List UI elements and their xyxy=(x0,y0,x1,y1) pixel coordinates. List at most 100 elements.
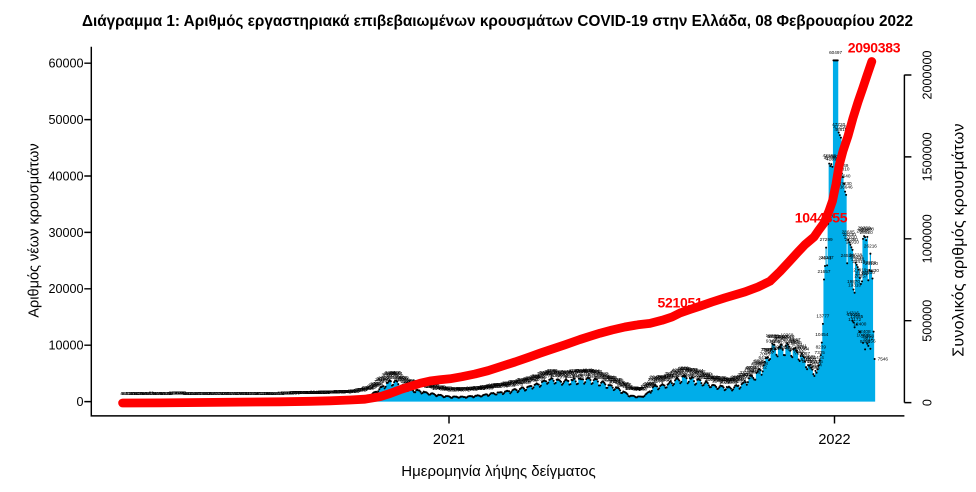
svg-text:24: 24 xyxy=(233,391,239,396)
svg-text:9872: 9872 xyxy=(863,336,874,341)
svg-text:3017: 3017 xyxy=(564,374,575,379)
svg-text:909: 909 xyxy=(626,386,634,391)
svg-text:8077: 8077 xyxy=(795,346,806,351)
svg-text:4453: 4453 xyxy=(677,366,688,371)
svg-text:1947: 1947 xyxy=(520,380,531,385)
svg-text:3738: 3738 xyxy=(390,370,401,375)
svg-text:Διάγραμμα 1: Αριθμός εργαστηρι: Διάγραμμα 1: Αριθμός εργαστηριακά επιβεβ… xyxy=(82,13,913,30)
svg-text:66: 66 xyxy=(273,391,279,396)
svg-text:208: 208 xyxy=(315,390,323,395)
svg-text:4516: 4516 xyxy=(747,366,758,371)
svg-text:1913: 1913 xyxy=(502,380,513,385)
svg-text:30000: 30000 xyxy=(48,226,83,240)
svg-text:1255: 1255 xyxy=(640,384,651,389)
svg-text:25: 25 xyxy=(243,391,249,396)
svg-text:44: 44 xyxy=(188,391,194,396)
svg-text:9567: 9567 xyxy=(790,337,801,342)
svg-text:275: 275 xyxy=(318,390,326,395)
svg-text:0: 0 xyxy=(76,395,83,409)
svg-text:272: 272 xyxy=(319,390,327,395)
svg-text:4069: 4069 xyxy=(574,368,585,373)
svg-text:2622: 2622 xyxy=(380,376,391,381)
svg-text:26: 26 xyxy=(199,391,205,396)
svg-text:18: 18 xyxy=(128,391,134,396)
svg-text:1498: 1498 xyxy=(368,383,379,388)
svg-text:2511: 2511 xyxy=(648,377,658,382)
svg-text:7851: 7851 xyxy=(763,347,774,352)
svg-text:908: 908 xyxy=(634,386,642,391)
svg-text:1621: 1621 xyxy=(492,382,503,387)
svg-text:10107: 10107 xyxy=(774,334,787,339)
svg-text:2300: 2300 xyxy=(726,378,737,383)
svg-text:26: 26 xyxy=(221,391,227,396)
svg-text:4086: 4086 xyxy=(575,368,586,373)
svg-text:77: 77 xyxy=(169,391,175,396)
svg-text:116: 116 xyxy=(286,391,294,396)
svg-text:27: 27 xyxy=(250,391,256,396)
svg-text:67: 67 xyxy=(155,391,161,396)
svg-text:2213: 2213 xyxy=(515,379,526,384)
svg-text:1338: 1338 xyxy=(498,384,509,389)
svg-text:2099: 2099 xyxy=(521,379,532,384)
svg-text:26: 26 xyxy=(208,391,214,396)
svg-text:3715: 3715 xyxy=(739,370,750,375)
svg-text:41: 41 xyxy=(260,391,266,396)
svg-text:985: 985 xyxy=(466,386,474,391)
svg-text:804: 804 xyxy=(460,387,468,392)
svg-text:65: 65 xyxy=(162,391,168,396)
svg-text:21: 21 xyxy=(198,391,204,396)
svg-text:7: 7 xyxy=(124,391,127,396)
svg-text:2633: 2633 xyxy=(724,376,735,381)
svg-text:191: 191 xyxy=(290,390,298,395)
svg-text:120: 120 xyxy=(282,391,290,396)
svg-text:912: 912 xyxy=(450,386,458,391)
svg-text:2912: 2912 xyxy=(709,375,720,380)
svg-text:2837: 2837 xyxy=(710,375,721,380)
svg-text:14018: 14018 xyxy=(847,312,860,317)
svg-text:1466: 1466 xyxy=(499,383,510,388)
svg-text:24: 24 xyxy=(132,391,138,396)
svg-text:4242: 4242 xyxy=(672,367,683,372)
svg-text:26: 26 xyxy=(202,391,208,396)
svg-text:2876: 2876 xyxy=(704,375,715,380)
svg-text:953: 953 xyxy=(432,386,440,391)
svg-text:215: 215 xyxy=(298,390,306,395)
svg-text:0: 0 xyxy=(920,399,934,406)
svg-text:2979: 2979 xyxy=(557,374,568,379)
svg-text:3574: 3574 xyxy=(570,371,581,376)
svg-text:14316: 14316 xyxy=(846,311,859,316)
svg-text:1238: 1238 xyxy=(480,384,491,389)
svg-text:1474: 1474 xyxy=(487,383,498,388)
svg-text:25: 25 xyxy=(236,391,242,396)
svg-text:2040: 2040 xyxy=(609,380,620,385)
svg-text:3093: 3093 xyxy=(572,374,583,379)
svg-text:23: 23 xyxy=(241,391,247,396)
svg-text:1580: 1580 xyxy=(645,382,656,387)
svg-text:5063: 5063 xyxy=(751,363,762,368)
svg-text:308: 308 xyxy=(328,390,336,395)
svg-text:891: 891 xyxy=(631,386,639,391)
svg-text:4084: 4084 xyxy=(693,368,704,373)
svg-text:28620: 28620 xyxy=(860,230,873,235)
svg-text:9735: 9735 xyxy=(784,336,795,341)
svg-text:82: 82 xyxy=(149,391,155,396)
svg-text:4061: 4061 xyxy=(686,368,697,373)
svg-text:1185: 1185 xyxy=(479,385,489,390)
svg-text:2508: 2508 xyxy=(723,377,734,382)
svg-text:232: 232 xyxy=(302,390,310,395)
svg-text:2466: 2466 xyxy=(660,377,671,382)
svg-text:10258: 10258 xyxy=(861,333,874,338)
svg-text:675: 675 xyxy=(447,387,455,392)
svg-text:849: 849 xyxy=(361,386,369,391)
svg-text:3837: 3837 xyxy=(585,370,596,375)
svg-text:40000: 40000 xyxy=(48,169,83,183)
svg-text:38: 38 xyxy=(265,391,271,396)
svg-text:24: 24 xyxy=(191,391,197,396)
svg-text:2441: 2441 xyxy=(613,377,624,382)
svg-text:1463: 1463 xyxy=(505,383,516,388)
svg-text:1403: 1403 xyxy=(641,383,652,388)
svg-text:39: 39 xyxy=(254,391,260,396)
svg-text:4131: 4131 xyxy=(546,368,557,373)
svg-text:5716: 5716 xyxy=(753,359,764,364)
svg-text:190: 190 xyxy=(307,390,315,395)
